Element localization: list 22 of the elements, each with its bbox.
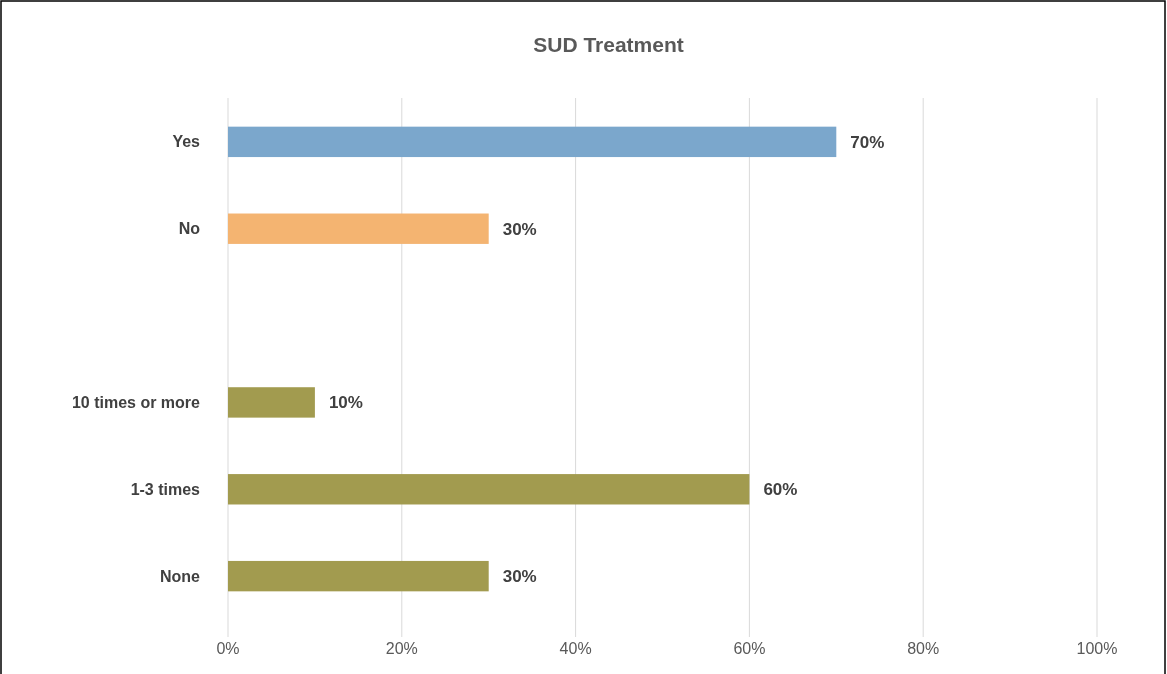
data-label: 10% <box>328 393 363 413</box>
x-tick-label: 20% <box>385 640 418 657</box>
data-label: 60% <box>763 480 798 500</box>
x-tick-label: 0% <box>216 640 240 657</box>
data-label: 70% <box>850 132 885 152</box>
y-tick-label: No <box>178 220 201 238</box>
y-tick-label: 10 times or more <box>71 394 201 412</box>
data-label: 30% <box>502 219 537 239</box>
bar <box>228 387 315 418</box>
x-tick-label: 100% <box>1076 640 1118 657</box>
x-tick-label: 40% <box>559 640 592 657</box>
y-tick-label: None <box>160 567 201 585</box>
y-tick-label: 1-3 times <box>130 480 201 498</box>
y-tick-label: Yes <box>172 133 201 151</box>
bar <box>228 560 489 592</box>
bar <box>228 213 489 244</box>
x-tick-label: 80% <box>907 640 940 657</box>
bar <box>228 126 837 158</box>
x-tick-label: 60% <box>733 640 766 657</box>
chart-title: SUD Treatment <box>533 33 684 56</box>
data-label: 30% <box>502 567 537 587</box>
bar <box>228 474 750 505</box>
